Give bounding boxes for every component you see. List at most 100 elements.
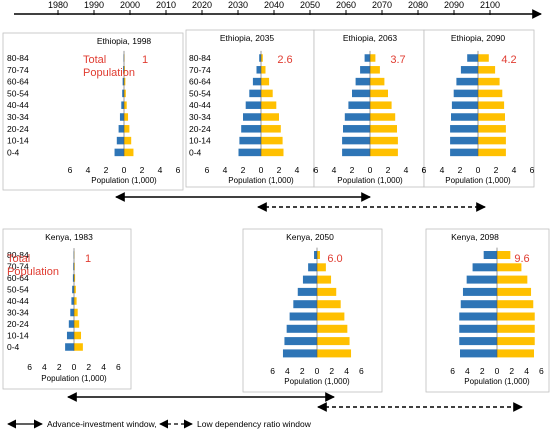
x-tick-label: 4 [344,366,349,376]
age-group-label: 20-24 [7,319,29,329]
pyramid-chart: Kenya, 198380-8470-7460-6450-5440-4430-3… [2,228,132,390]
timeline-year-label: 2050 [300,0,320,10]
x-tick-label: 4 [512,165,517,175]
timeline: 1980 1990 2000 2010 2020 2030 2040 2050 2060 2070… [14,0,542,19]
male-bar [73,262,74,271]
x-axis-label: Population (1,000) [91,176,157,185]
age-group-label: 40-44 [7,100,29,110]
male-bar [348,101,370,109]
female-bar [478,125,506,133]
male-bar [123,66,124,74]
total-population-value: 4.2 [501,54,516,66]
female-bar [370,89,388,98]
x-tick-label: 6 [68,165,73,175]
male-bar [460,349,497,358]
female-bar [74,343,83,351]
x-tick-label: 2 [277,165,282,175]
male-bar [343,125,370,133]
male-bar [241,125,261,133]
x-tick-label: 2 [509,366,514,376]
female-bar [370,125,397,133]
male-bar [284,337,317,346]
female-bar [370,101,392,109]
timeline-year-label: 1980 [48,0,68,10]
male-bar [364,54,370,62]
x-tick-label: 6 [205,165,210,175]
x-tick-label: 6 [530,165,535,175]
age-group-label: 20-24 [189,124,211,134]
female-bar [317,251,320,259]
female-bar [370,148,398,157]
age-group-label: 50-54 [7,285,29,295]
pyramid-chart: Ethiopia, 199880-8470-7460-6450-5440-443… [2,32,184,191]
male-bar [453,89,478,98]
male-bar [297,287,317,296]
female-bar [261,66,266,74]
age-group-label: 80-84 [7,250,29,260]
female-bar [497,324,535,333]
male-bar [293,300,317,309]
female-bar [317,300,341,309]
male-bar [459,337,497,346]
female-bar [497,312,535,321]
age-group-label: 70-74 [189,65,211,75]
timeline-year-label: 2100 [480,0,500,10]
total-population-value: 9.6 [514,253,529,265]
male-bar [360,66,370,74]
female-bar [478,136,506,145]
age-group-label: 30-34 [7,112,29,122]
chart-frame [2,228,132,390]
total-population-label: Population [83,67,135,79]
age-group-label: 50-54 [189,88,211,98]
x-tick-label: 0 [315,366,320,376]
female-bar [74,274,76,282]
x-tick-label: 4 [332,165,337,175]
x-tick-label: 6 [359,366,364,376]
female-bar [497,287,532,296]
male-bar [450,136,478,145]
x-axis-label: Population (1,000) [464,377,530,386]
chart-frame [242,228,383,393]
female-bar [261,148,284,157]
female-bar [261,101,277,109]
pyramid-chart: Ethiopia, 2063 6 4 2 0 2 4 6 Population (1,000) 3… [313,29,427,188]
legend: Advance-investment window, Low dependency… [7,419,312,429]
female-bar [124,77,126,86]
x-tick-label: 2 [329,366,334,376]
male-bar [459,324,497,333]
male-bar [308,263,317,272]
female-bar [497,349,534,358]
female-bar [497,251,511,259]
male-bar [289,312,317,321]
timeline-year-label: 2020 [192,0,212,10]
male-bar [71,297,74,305]
age-group-label: 80-84 [189,53,211,63]
x-tick-label: 6 [176,165,181,175]
x-tick-label: 6 [539,366,544,376]
age-group-label: 0-4 [7,342,20,352]
male-bar [122,77,124,86]
age-group-label: 60-64 [7,273,29,283]
pyramid-chart: Ethiopia, 203580-8470-7460-6450-5440-443… [185,29,318,188]
male-bar [72,274,74,282]
female-bar [478,89,503,98]
x-tick-label: 2 [300,366,305,376]
male-bar [472,263,497,272]
male-bar [459,312,497,321]
age-group-label: 10-14 [7,331,29,341]
age-group-label: 30-34 [189,112,211,122]
male-bar [259,54,261,62]
male-bar [344,113,370,121]
female-bar [124,125,130,133]
chart-title: Ethiopia, 2035 [220,33,275,43]
male-bar [122,89,124,98]
female-bar [74,285,76,294]
male-bar [238,148,261,157]
x-tick-label: 2 [350,165,355,175]
x-tick-label: 4 [465,366,470,376]
timeline-year-label: 2040 [264,0,284,10]
x-tick-label: 6 [116,362,121,372]
